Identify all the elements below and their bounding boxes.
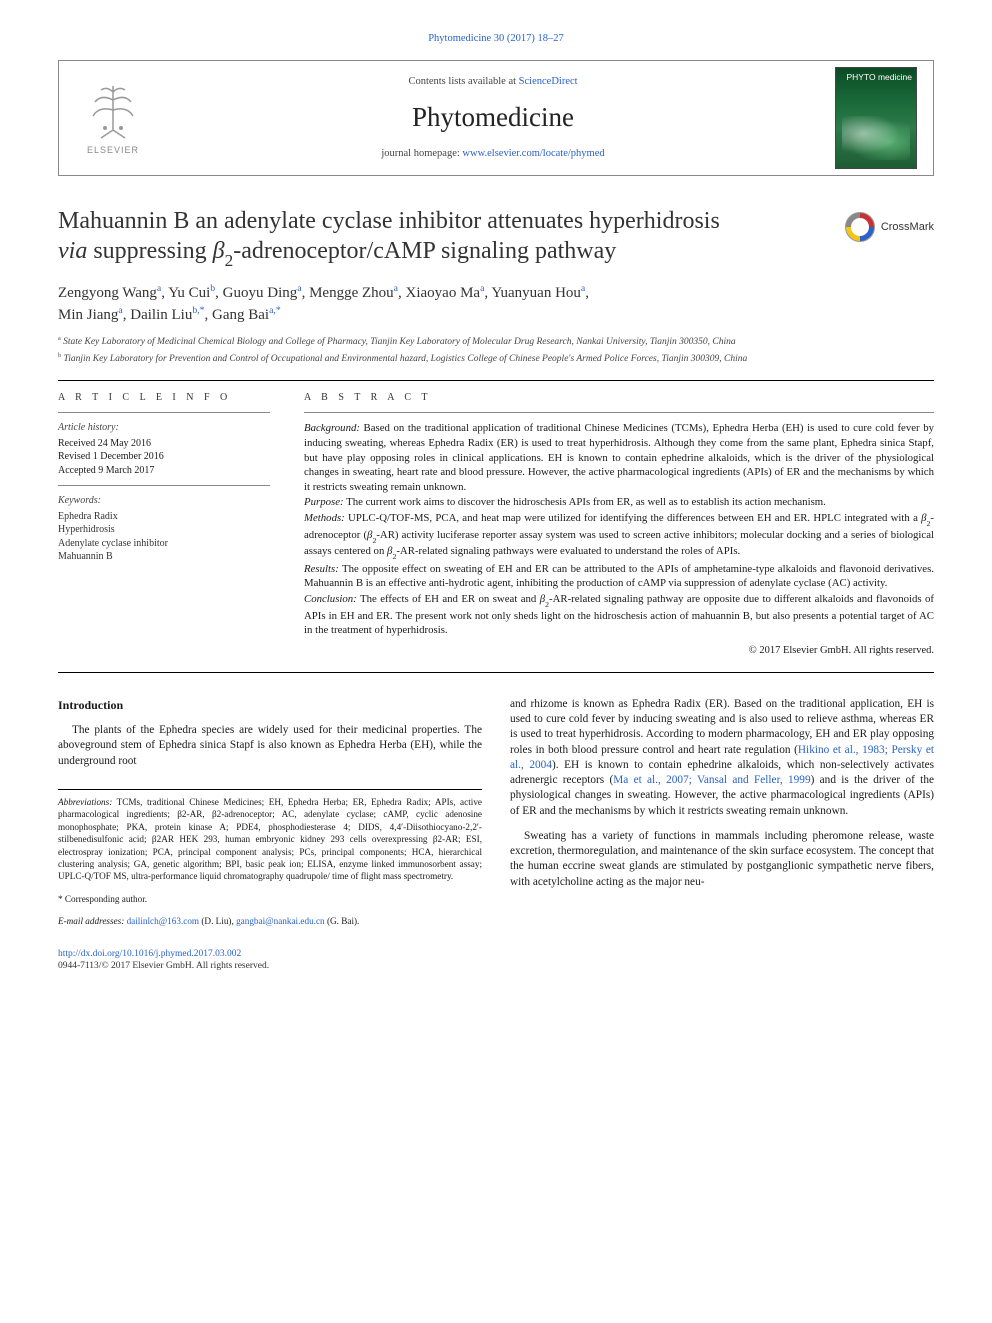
issn-copyright: 0944-7113/© 2017 Elsevier GmbH. All righ… [58, 960, 934, 973]
intro-p1: The plants of the Ephedra species are wi… [58, 723, 482, 769]
methods-text: UPLC-Q/TOF-MS, PCA, and heat map were ut… [345, 512, 921, 524]
sciencedirect-link[interactable]: ScienceDirect [519, 76, 578, 87]
keyword: Hyperhidrosis [58, 523, 270, 537]
keyword: Adenylate cyclase inhibitor [58, 537, 270, 551]
title-sub2: 2 [225, 251, 234, 270]
keyword: Ephedra Radix [58, 510, 270, 524]
section-heading: Introduction [58, 697, 482, 713]
author: Yuanyuan Houa [491, 285, 585, 301]
intro-p3: Sweating has a variety of functions in m… [510, 829, 934, 890]
doi-link[interactable]: http://dx.doi.org/10.1016/j.phymed.2017.… [58, 948, 934, 961]
author: Dailin Liub,* [130, 307, 204, 323]
methods-label: Methods: [304, 512, 345, 524]
citation-link[interactable]: Ma et al., 2007; Vansal and Feller, 1999 [613, 774, 810, 786]
authors-line: Zengyong Wanga, Yu Cuib, Guoyu Dinga, Me… [58, 282, 934, 328]
conclusion-label: Conclusion: [304, 593, 357, 605]
abbrev-label: Abbreviations: [58, 797, 112, 807]
cover-label: PHYTO medicine [846, 72, 912, 82]
divider [58, 380, 934, 381]
email-link[interactable]: dailinlch@163.com [127, 916, 200, 926]
intro-p2: and rhizome is known as Ephedra Radix (E… [510, 697, 934, 819]
divider [58, 412, 270, 413]
purpose-text: The current work aims to discover the hi… [344, 496, 826, 508]
divider [304, 412, 934, 413]
title-l2b: suppressing [87, 238, 212, 264]
body-text: Introduction The plants of the Ephedra s… [58, 697, 934, 938]
author: Zengyong Wanga [58, 285, 161, 301]
revised-date: Revised 1 December 2016 [58, 450, 270, 464]
title-via: via [58, 238, 87, 264]
keywords-label: Keywords: [58, 494, 270, 508]
divider [58, 672, 934, 673]
affiliation-b: b Tianjin Key Laboratory for Prevention … [58, 352, 934, 366]
author: Guoyu Dinga [223, 285, 302, 301]
journal-cover-thumb: PHYTO medicine [835, 67, 917, 169]
footnotes: Abbreviations: TCMs, traditional Chinese… [58, 789, 482, 928]
tree-icon [83, 80, 143, 140]
crossmark-label: CrossMark [881, 220, 934, 235]
divider [58, 485, 270, 486]
emails: E-mail addresses: dailinlch@163.com (D. … [58, 915, 482, 927]
email-link[interactable]: gangbai@nankai.edu.cn [236, 916, 325, 926]
keyword: Mahuannin B [58, 550, 270, 564]
author: Xiaoyao Maa [406, 285, 485, 301]
abstract: A B S T R A C T Background: Based on the… [304, 391, 934, 658]
title-line1: Mahuannin B an adenylate cyclase inhibit… [58, 208, 720, 234]
bg-text: Based on the traditional application of … [304, 422, 934, 492]
crossmark-badge[interactable]: CrossMark [845, 212, 934, 242]
corresponding: * Corresponding author. [58, 893, 482, 905]
abbrev-text: TCMs, traditional Chinese Medicines; EH,… [58, 797, 482, 882]
results-label: Results: [304, 563, 339, 575]
author: Yu Cuib [168, 285, 215, 301]
accepted-date: Accepted 9 March 2017 [58, 464, 270, 478]
journal-homepage: journal homepage: www.elsevier.com/locat… [151, 147, 835, 161]
author: Mengge Zhoua [309, 285, 398, 301]
history-label: Article history: [58, 421, 270, 435]
abstract-heading: A B S T R A C T [304, 391, 934, 405]
title-l2e: -adrenoceptor/cAMP signaling pathway [233, 238, 616, 264]
title-beta: β [213, 238, 225, 264]
purpose-label: Purpose: [304, 496, 344, 508]
homepage-link[interactable]: www.elsevier.com/locate/phymed [462, 148, 604, 159]
journal-name: Phytomedicine [151, 99, 835, 135]
contents-pre: Contents lists available at [408, 76, 518, 87]
info-heading: A R T I C L E I N F O [58, 391, 270, 405]
affiliation-a: a State Key Laboratory of Medicinal Chem… [58, 335, 934, 349]
contents-available: Contents lists available at ScienceDirec… [151, 75, 835, 89]
article-info: A R T I C L E I N F O Article history: R… [58, 391, 270, 658]
crossmark-icon [845, 212, 875, 242]
publisher-name: ELSEVIER [87, 144, 139, 156]
results-text: The opposite effect on sweating of EH an… [304, 563, 934, 590]
citation-line: Phytomedicine 30 (2017) 18–27 [58, 32, 934, 46]
bg-label: Background: [304, 422, 360, 434]
article-title: Mahuannin B an adenylate cyclase inhibit… [58, 206, 720, 269]
abstract-copyright: © 2017 Elsevier GmbH. All rights reserve… [304, 644, 934, 658]
author: Gang Baia,* [212, 307, 281, 323]
elsevier-logo: ELSEVIER [75, 73, 151, 163]
home-pre: journal homepage: [381, 148, 462, 159]
journal-header: ELSEVIER Contents lists available at Sci… [58, 60, 934, 176]
conclusion-text: The effects of EH and ER on sweat and [357, 593, 540, 605]
author: Min Jianga [58, 307, 123, 323]
received-date: Received 24 May 2016 [58, 437, 270, 451]
